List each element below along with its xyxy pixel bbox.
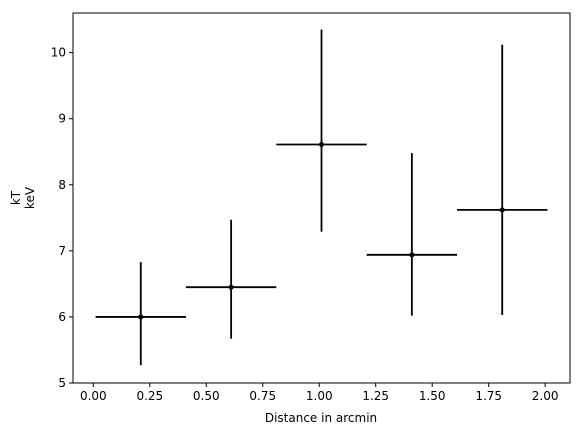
y-axis-label-line: keV bbox=[23, 186, 37, 209]
data-point bbox=[499, 207, 505, 213]
y-tick-label: 9 bbox=[58, 112, 66, 126]
x-tick-label: 1.25 bbox=[362, 389, 389, 403]
x-axis-label: Distance in arcmin bbox=[265, 411, 377, 425]
data-point bbox=[409, 252, 415, 258]
y-tick-label: 6 bbox=[58, 310, 66, 324]
x-tick-label: 1.50 bbox=[419, 389, 446, 403]
y-tick-label: 8 bbox=[58, 178, 66, 192]
y-tick-label: 7 bbox=[58, 244, 66, 258]
x-tick-label: 1.75 bbox=[475, 389, 502, 403]
y-tick-label: 5 bbox=[58, 376, 66, 390]
y-axis-label: kT keV bbox=[9, 186, 37, 209]
plot-frame bbox=[72, 12, 571, 384]
x-tick-label: 0.00 bbox=[80, 389, 107, 403]
data-point bbox=[228, 284, 234, 290]
x-tick-label: 0.75 bbox=[249, 389, 276, 403]
x-tick-label: 0.50 bbox=[193, 389, 220, 403]
y-axis-label-line: kT bbox=[9, 190, 23, 205]
data-point bbox=[138, 314, 144, 320]
data-point bbox=[319, 141, 324, 147]
x-tick-label: 1.00 bbox=[306, 389, 333, 403]
x-tick-label: 2.00 bbox=[532, 389, 559, 403]
x-tick-label: 0.25 bbox=[136, 389, 163, 403]
y-tick-label: 10 bbox=[51, 46, 66, 60]
